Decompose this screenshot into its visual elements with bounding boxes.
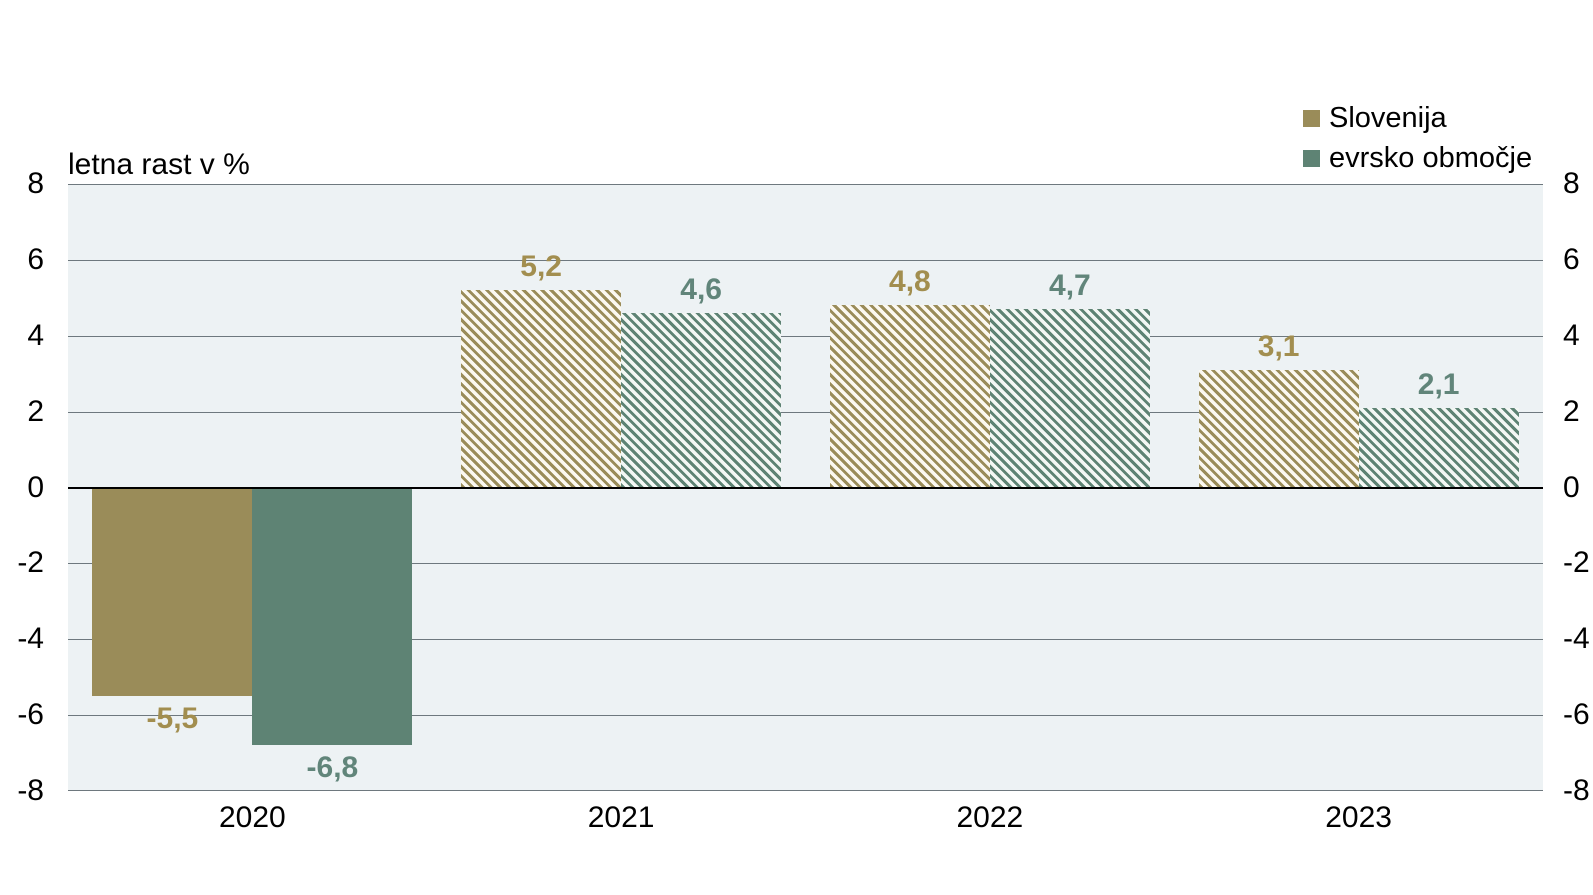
value-label-evrsko-obmo-je-2021: 4,6	[680, 272, 722, 306]
y-tick-left--4: -4	[17, 622, 44, 656]
y-tick-right--2: -2	[1563, 546, 1590, 580]
x-tick-2022: 2022	[956, 801, 1024, 834]
y-tick-right--4: -4	[1563, 622, 1590, 656]
value-label-evrsko-obmo-je-2022: 4,7	[1049, 269, 1091, 303]
legend-row-0: Slovenija	[1303, 98, 1532, 138]
legend: Slovenija evrsko območje	[1303, 98, 1532, 178]
y-tick-right-2: 2	[1563, 394, 1580, 428]
y-tick-right-8: 8	[1563, 167, 1580, 200]
bar-slovenija-2020	[92, 487, 253, 697]
y-tick-right-6: 6	[1563, 242, 1580, 276]
bar-evrsko-obmo-je-2021	[621, 312, 782, 488]
y-tick-right--8: -8	[1563, 774, 1590, 807]
value-label-evrsko-obmo-je-2020: -6,8	[306, 751, 359, 785]
y-tick-left--2: -2	[17, 546, 44, 580]
value-label-slovenija-2022: 4,8	[889, 265, 931, 299]
bar-slovenija-2022	[829, 305, 990, 488]
y-tick-left-4: 4	[27, 318, 44, 352]
bar-evrsko-obmo-je-2022	[989, 309, 1150, 488]
legend-swatch-icon	[1303, 109, 1320, 127]
y-tick-left--6: -6	[17, 698, 44, 732]
x-tick-2021: 2021	[587, 801, 655, 834]
value-label-evrsko-obmo-je-2023: 2,1	[1417, 367, 1460, 401]
plot-area	[68, 184, 1543, 791]
y-axis-title: letna rast v %	[68, 148, 250, 181]
gridline-2	[68, 411, 1543, 413]
y-tick-right-0: 0	[1563, 470, 1580, 504]
gridline--4	[68, 639, 1543, 641]
gridline-4	[68, 335, 1543, 337]
y-tick-left-0: 0	[27, 470, 44, 504]
gridline-8	[68, 184, 1543, 185]
y-tick-left-6: 6	[27, 242, 44, 276]
gridline--2	[68, 563, 1543, 565]
bar-slovenija-2021	[461, 290, 622, 488]
y-tick-left-8: 8	[27, 167, 44, 200]
zero-line	[68, 486, 1543, 489]
value-label-slovenija-2021: 5,2	[520, 250, 562, 284]
x-tick-2020: 2020	[219, 801, 286, 834]
gridline--8	[68, 790, 1543, 791]
y-tick-left-2: 2	[27, 394, 44, 428]
legend-label: Slovenija	[1329, 101, 1447, 134]
bar-evrsko-obmo-je-2023	[1358, 407, 1519, 488]
y-tick-right--6: -6	[1563, 698, 1590, 732]
bar-evrsko-obmo-je-2020	[252, 487, 413, 746]
gridline--6	[68, 715, 1543, 717]
y-tick-right-4: 4	[1563, 318, 1580, 352]
x-tick-2023: 2023	[1325, 801, 1392, 834]
legend-label: evrsko območje	[1329, 141, 1533, 174]
y-tick-left--8: -8	[17, 774, 44, 807]
legend-swatch-icon	[1303, 149, 1320, 167]
gridline-6	[68, 259, 1543, 261]
bar-slovenija-2023	[1198, 369, 1359, 488]
value-label-slovenija-2020: -5,5	[146, 702, 199, 736]
value-label-slovenija-2023: 3,1	[1257, 329, 1300, 363]
legend-row-1: evrsko območje	[1303, 138, 1532, 178]
